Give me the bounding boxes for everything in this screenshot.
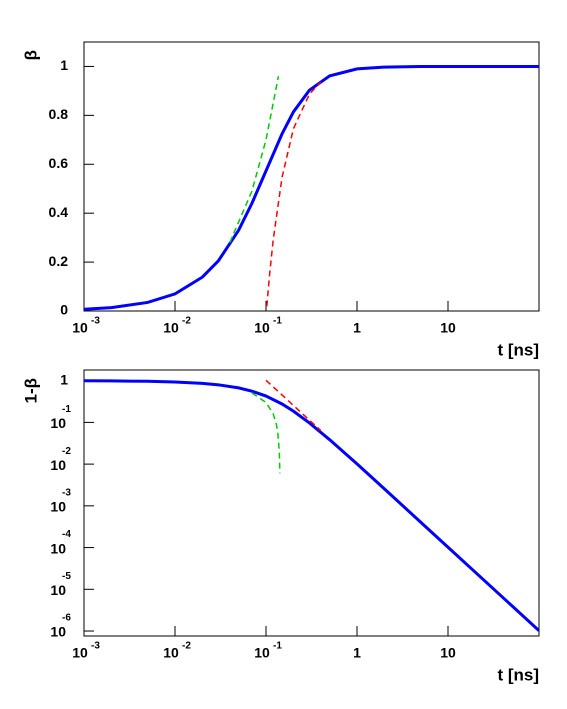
y-tick-label: 1	[60, 57, 68, 73]
x-tick-exponent: -2	[182, 316, 191, 327]
series-line	[265, 379, 322, 432]
y-tick-label: 1	[60, 371, 68, 387]
x-tick-label: 10	[72, 645, 88, 661]
y-tick-label: 10	[50, 457, 66, 473]
x-tick-label: 10	[440, 320, 456, 336]
x-tick-exponent: -3	[91, 641, 100, 652]
series-line	[266, 81, 322, 307]
y-tick-exponent: -6	[62, 613, 71, 624]
plot-frame	[83, 369, 540, 637]
y-axis-title: 1-β	[21, 378, 40, 404]
y-tick-label: 10	[50, 582, 66, 598]
x-tick-label: 1	[353, 320, 361, 336]
x-tick-label: 1	[353, 645, 361, 661]
y-tick-exponent: -4	[62, 529, 71, 540]
y-tick-exponent: -2	[62, 446, 71, 457]
y-tick-label: 10	[50, 415, 66, 431]
x-tick-exponent: -1	[273, 641, 282, 652]
x-tick-exponent: -3	[91, 316, 100, 327]
y-tick-exponent: -3	[62, 487, 71, 498]
x-axis-title: t [ns]	[497, 665, 539, 684]
plot-frame	[83, 41, 540, 312]
series-line	[251, 392, 281, 474]
y-tick-exponent: -5	[62, 571, 71, 582]
x-tick-label: 10	[254, 320, 270, 336]
y-axis-title: β	[21, 50, 40, 60]
x-axis-title: t [ns]	[497, 340, 539, 359]
x-tick-exponent: -2	[182, 641, 191, 652]
y-tick-label: 10	[50, 540, 66, 556]
y-tick-exponent: -1	[62, 404, 71, 415]
y-tick-label: 0.2	[49, 253, 69, 269]
x-tick-label: 10	[440, 645, 456, 661]
y-tick-label: 10	[50, 499, 66, 515]
x-tick-label: 10	[254, 645, 270, 661]
y-tick-label: 0.4	[49, 204, 69, 220]
series-line	[84, 379, 539, 632]
series-line	[84, 64, 539, 311]
x-tick-label: 10	[163, 320, 179, 336]
x-tick-label: 10	[72, 320, 88, 336]
y-tick-label: 0	[60, 302, 68, 318]
y-tick-label: 0.6	[49, 155, 69, 171]
y-tick-label: 10	[50, 624, 66, 640]
x-tick-label: 10	[163, 645, 179, 661]
y-tick-label: 0.8	[49, 106, 69, 122]
x-tick-exponent: -1	[273, 316, 282, 327]
series-line	[229, 76, 280, 243]
